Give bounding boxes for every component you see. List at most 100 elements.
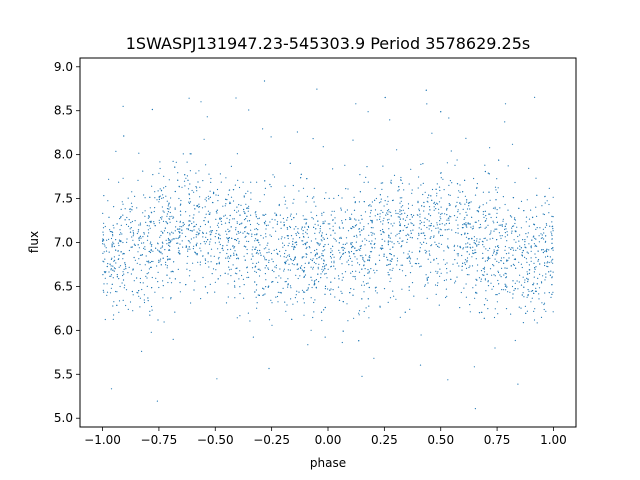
data-point	[218, 256, 220, 259]
data-point	[408, 250, 410, 252]
data-point	[207, 221, 209, 223]
data-point	[141, 288, 143, 291]
data-point	[166, 200, 168, 202]
data-point	[417, 200, 419, 202]
data-point	[306, 218, 308, 220]
data-point	[519, 274, 521, 276]
data-point	[304, 244, 307, 246]
data-point	[141, 242, 143, 244]
data-point	[322, 269, 325, 271]
data-point	[423, 221, 425, 223]
data-point	[436, 222, 438, 224]
data-point	[492, 207, 495, 209]
data-point	[431, 230, 433, 232]
data-point	[492, 264, 494, 266]
data-point	[226, 244, 228, 246]
data-point	[453, 215, 456, 217]
data-point	[285, 249, 287, 252]
data-point	[417, 238, 419, 240]
data-point	[239, 286, 241, 288]
data-point	[258, 217, 260, 219]
data-point	[435, 293, 437, 295]
data-point	[349, 257, 351, 260]
data-point	[172, 238, 174, 240]
data-point	[441, 212, 443, 215]
data-point	[371, 220, 373, 222]
data-point	[275, 230, 277, 232]
data-point	[399, 316, 401, 318]
data-point	[353, 288, 355, 290]
data-point	[422, 193, 424, 196]
data-point	[128, 266, 130, 268]
data-point	[339, 256, 342, 259]
data-point	[146, 239, 149, 241]
data-point	[471, 216, 473, 218]
data-point	[113, 301, 115, 303]
data-point	[360, 214, 362, 217]
data-point	[110, 231, 113, 233]
data-point	[342, 227, 344, 229]
data-point	[396, 149, 398, 151]
data-point	[220, 181, 222, 183]
data-point	[481, 311, 483, 313]
data-point	[484, 210, 486, 212]
data-point	[300, 267, 302, 269]
data-point	[341, 279, 343, 281]
data-point	[146, 224, 148, 227]
data-point	[377, 213, 379, 215]
data-point	[552, 196, 554, 198]
data-point	[430, 195, 432, 197]
data-point	[188, 202, 191, 204]
data-point	[227, 249, 229, 251]
data-point	[551, 242, 553, 244]
data-point	[157, 319, 159, 321]
data-point	[508, 252, 510, 254]
data-point	[227, 296, 229, 298]
data-point	[307, 236, 309, 238]
data-point	[186, 228, 188, 230]
data-point	[501, 235, 503, 237]
data-point	[364, 268, 366, 270]
data-point	[495, 189, 497, 191]
data-point	[457, 232, 459, 234]
data-point	[162, 297, 164, 299]
data-point	[199, 230, 201, 232]
data-point	[479, 238, 481, 240]
data-point	[460, 203, 462, 205]
data-point	[150, 245, 153, 247]
data-point	[288, 242, 290, 244]
data-point	[312, 258, 314, 260]
data-point	[426, 277, 428, 279]
data-point	[539, 227, 541, 229]
data-point	[308, 226, 310, 228]
data-point	[359, 255, 361, 257]
data-point	[143, 232, 145, 234]
data-point	[389, 240, 391, 242]
data-point	[125, 268, 127, 270]
data-point	[367, 282, 369, 284]
data-point	[258, 241, 260, 244]
data-point	[356, 258, 358, 260]
data-point	[433, 235, 435, 237]
data-point	[350, 242, 352, 244]
data-point	[224, 205, 226, 207]
data-point	[473, 239, 475, 242]
data-point	[411, 216, 413, 218]
data-point	[370, 242, 372, 245]
data-point	[143, 294, 145, 296]
data-point	[291, 218, 293, 221]
data-point	[179, 243, 181, 245]
data-point	[409, 272, 412, 274]
data-point	[136, 262, 138, 264]
data-point	[280, 238, 282, 240]
data-point	[464, 263, 466, 266]
data-point	[370, 219, 372, 221]
data-point	[121, 282, 123, 284]
data-point	[544, 196, 546, 198]
data-point	[544, 262, 546, 264]
data-point	[186, 175, 188, 177]
data-point	[489, 199, 491, 201]
data-point	[439, 228, 441, 230]
data-point	[399, 197, 401, 199]
data-point	[306, 229, 308, 231]
